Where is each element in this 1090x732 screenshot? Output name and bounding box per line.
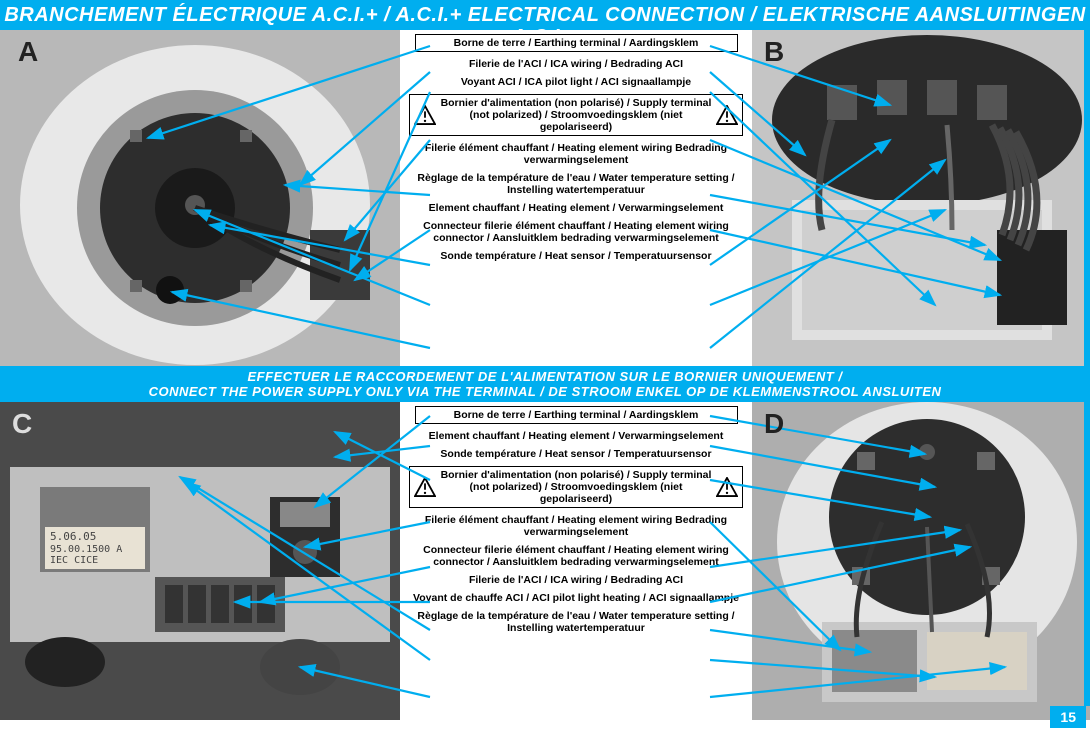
label-pilot-top: Voyant ACI / ICA pilot light / ACI signa… — [461, 76, 691, 88]
title-mid-line1: EFFECTUER LE RACCORDEMENT DE L'ALIMENTAT… — [0, 369, 1090, 384]
photo-label-a: A — [18, 36, 38, 68]
svg-text:95.00.1500 A: 95.00.1500 A — [50, 544, 122, 555]
label-aci-wiring-bot: Filerie de l'ACI / ICA wiring / Bedradin… — [469, 574, 683, 586]
photo-c: C 5.06.05 95.00.1500 A IEC CICE — [0, 402, 400, 720]
label-heat-sensor-top: Sonde température / Heat sensor / Temper… — [440, 250, 711, 262]
title-mid: EFFECTUER LE RACCORDEMENT DE L'ALIMENTAT… — [0, 366, 1090, 402]
label-heat-element-bot: Element chauffant / Heating element / Ve… — [429, 430, 724, 442]
photo-d: D — [752, 402, 1090, 720]
photo-label-b: B — [764, 36, 784, 68]
photo-b: B — [752, 30, 1090, 366]
label-heat-wiring-top: Filerie élément chauffant / Heating elem… — [406, 142, 746, 166]
label-supply-top: Bornier d'alimentation (non polarisé) / … — [409, 94, 742, 136]
label-heat-connector-bot: Connecteur filerie élément chauffant / H… — [406, 544, 746, 568]
label-temp-setting-top: Règlage de la température de l'eau / Wat… — [406, 172, 746, 196]
photo-label-c: C — [12, 408, 32, 440]
title-top: BRANCHEMENT ÉLECTRIQUE A.C.I.+ / A.C.I.+… — [0, 0, 1090, 30]
pcb-date: 5.06.05 — [50, 530, 96, 543]
label-heat-wiring-bot: Filerie élément chauffant / Heating elem… — [406, 514, 746, 538]
photo-label-d: D — [764, 408, 784, 440]
side-accent-bar — [1084, 30, 1090, 706]
label-earthing-bot: Borne de terre / Earthing terminal / Aar… — [415, 406, 738, 424]
label-heat-sensor-bot: Sonde température / Heat sensor / Temper… — [440, 448, 711, 460]
title-mid-line2: CONNECT THE POWER SUPPLY ONLY VIA THE TE… — [0, 384, 1090, 399]
label-aci-wiring-top: Filerie de l'ACI / ICA wiring / Bedradin… — [469, 58, 683, 70]
svg-text:IEC CICE: IEC CICE — [50, 555, 98, 566]
row-top: A Borne de terre / Earthing terminal / A… — [0, 30, 1090, 366]
warning-icon — [716, 477, 738, 497]
label-pilot-heat-bot: Voyant de chauffe ACI / ACI pilot light … — [413, 592, 739, 604]
labels-top: Borne de terre / Earthing terminal / Aar… — [400, 30, 752, 366]
warning-icon — [414, 105, 436, 125]
warning-icon — [716, 105, 738, 125]
labels-bottom: Borne de terre / Earthing terminal / Aar… — [400, 402, 752, 720]
photo-a: A — [0, 30, 400, 366]
label-heat-element-top: Element chauffant / Heating element / Ve… — [429, 202, 724, 214]
row-bottom: C 5.06.05 95.00.1500 A IEC CICE Borne de… — [0, 402, 1090, 720]
page-number: 15 — [1050, 706, 1086, 728]
label-supply-bot: Bornier d'alimentation (non polarisé) / … — [409, 466, 742, 508]
label-temp-setting-bot: Règlage de la température de l'eau / Wat… — [406, 610, 746, 634]
label-heat-connector-top: Connecteur filerie élément chauffant / H… — [406, 220, 746, 244]
warning-icon — [414, 477, 436, 497]
label-earthing-top: Borne de terre / Earthing terminal / Aar… — [415, 34, 738, 52]
